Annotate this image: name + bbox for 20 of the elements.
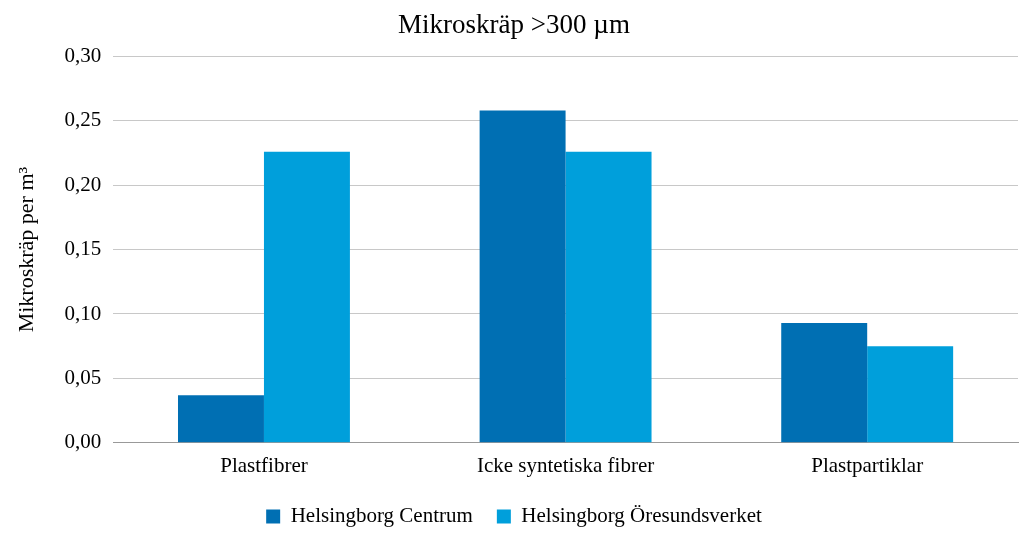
- chart-title: Mikroskräp >300 µm: [398, 9, 630, 40]
- bar: [867, 346, 954, 443]
- bar: [565, 151, 652, 443]
- y-tick-label: 0,25: [64, 107, 102, 132]
- y-tick-label: 0,05: [64, 364, 102, 389]
- bar: [781, 323, 868, 443]
- x-tick-label: Icke syntetiska fibrer: [476, 452, 655, 477]
- y-tick-label: 0,15: [64, 236, 102, 261]
- bar: [479, 110, 566, 443]
- x-tick-label: Plastfibrer: [220, 452, 308, 477]
- y-tick-label: 0,20: [64, 171, 102, 196]
- y-axis-title: Mikroskräp per m³: [12, 166, 38, 333]
- legend-label: Helsingborg Centrum: [290, 503, 473, 528]
- legend-label: Helsingborg Öresundsverket: [521, 503, 762, 528]
- y-tick-label: 0,30: [64, 42, 102, 67]
- y-tick-label: 0,00: [64, 429, 102, 454]
- bar: [263, 151, 350, 443]
- x-tick-label: Plastpartiklar: [811, 452, 924, 477]
- y-tick-label: 0,10: [64, 300, 102, 325]
- bar: [178, 395, 264, 443]
